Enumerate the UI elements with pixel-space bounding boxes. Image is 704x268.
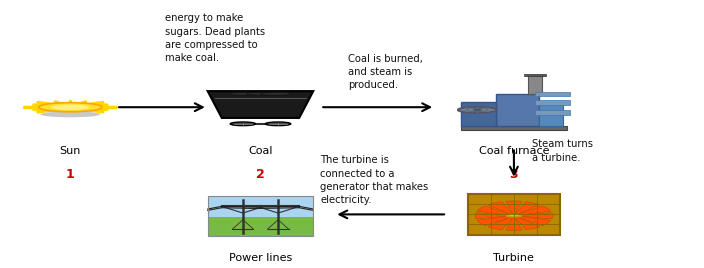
Wedge shape (514, 206, 551, 216)
Text: 2: 2 (256, 168, 265, 181)
Bar (461, 102, 496, 126)
Ellipse shape (506, 215, 522, 217)
Ellipse shape (260, 92, 291, 95)
Bar (535, 100, 570, 105)
Ellipse shape (474, 109, 481, 110)
Text: The turbine is
connected to a
generator that makes
electricity.: The turbine is connected to a generator … (320, 155, 429, 205)
Wedge shape (506, 216, 522, 230)
Bar (539, 102, 563, 126)
Text: Coal: Coal (249, 146, 272, 156)
Bar (208, 196, 313, 217)
Text: 3: 3 (510, 168, 518, 181)
Text: 1: 1 (66, 168, 75, 181)
Ellipse shape (39, 103, 102, 112)
Wedge shape (477, 216, 514, 226)
Ellipse shape (265, 122, 291, 126)
Wedge shape (514, 216, 551, 226)
Polygon shape (208, 91, 313, 118)
Bar (461, 126, 567, 130)
Bar (524, 74, 546, 76)
Text: Steam turns
a turbine.: Steam turns a turbine. (532, 139, 593, 163)
Bar (468, 194, 560, 234)
Text: Sun: Sun (60, 146, 81, 156)
Bar (535, 92, 570, 96)
Ellipse shape (458, 107, 497, 113)
Bar (535, 110, 570, 115)
Wedge shape (506, 201, 522, 216)
Text: Turbine: Turbine (494, 253, 534, 263)
Wedge shape (475, 213, 514, 219)
Text: Coal is burned,
and steam is
produced.: Coal is burned, and steam is produced. (348, 54, 423, 90)
Text: energy to make
sugars. Dead plants
are compressed to
make coal.: energy to make sugars. Dead plants are c… (165, 13, 265, 63)
Wedge shape (514, 213, 553, 219)
Bar (208, 217, 313, 236)
Bar (528, 75, 542, 94)
Bar (496, 94, 539, 126)
Text: Power lines: Power lines (229, 253, 292, 263)
Ellipse shape (51, 105, 89, 110)
Wedge shape (477, 206, 514, 216)
Bar (208, 196, 313, 236)
Ellipse shape (467, 108, 488, 111)
Wedge shape (488, 202, 514, 216)
Wedge shape (488, 216, 514, 230)
Ellipse shape (246, 92, 275, 95)
Ellipse shape (230, 92, 260, 95)
Wedge shape (514, 216, 540, 230)
Wedge shape (514, 202, 540, 216)
Ellipse shape (230, 122, 256, 126)
Ellipse shape (41, 111, 101, 117)
Text: Coal furnace: Coal furnace (479, 146, 549, 156)
